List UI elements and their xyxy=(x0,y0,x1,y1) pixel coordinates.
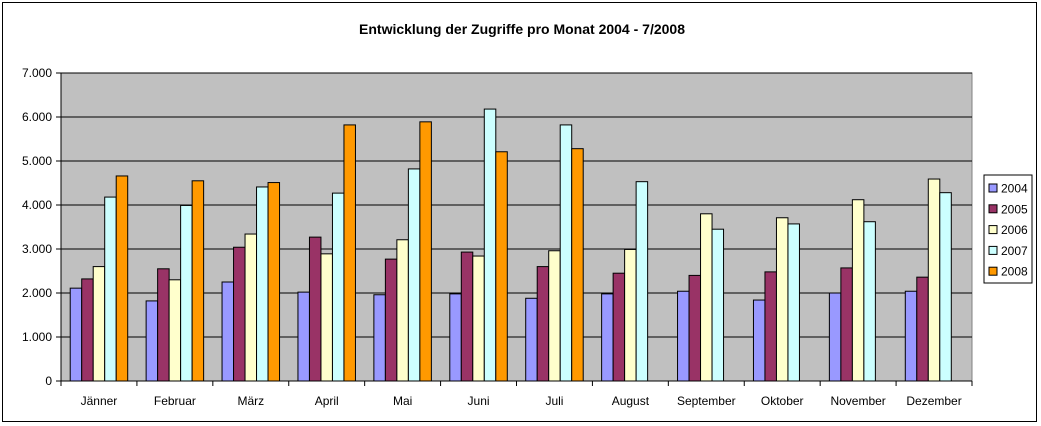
bar-2007-Juni xyxy=(483,108,497,382)
bar-2006-Jänner xyxy=(92,266,106,382)
bar-2007-Jänner xyxy=(104,196,117,382)
legend-label-2006: 2006 xyxy=(1001,223,1028,237)
bar-2004-April xyxy=(297,291,310,382)
x-tick-label: November xyxy=(830,394,885,408)
x-tick-label: März xyxy=(237,394,264,408)
bar-2007-Mai xyxy=(407,168,421,382)
x-tick-label: Februar xyxy=(154,394,196,408)
bar-2006-April xyxy=(320,253,333,382)
bar-2006-März xyxy=(244,233,258,382)
bar-2008-März xyxy=(267,182,281,382)
bar-2004-Juni xyxy=(449,293,462,382)
bar-2006-Mai xyxy=(396,239,409,382)
bar-2004-Juli xyxy=(525,297,538,382)
bar-2008-Juli xyxy=(571,148,584,382)
bar-2005-Juni xyxy=(460,251,474,382)
x-tick-label: September xyxy=(677,394,736,408)
bar-2007-August xyxy=(635,181,649,382)
plot-background xyxy=(60,72,973,382)
bar-2008-Februar xyxy=(191,180,205,382)
y-tick-label: 3.000 xyxy=(22,242,52,256)
bar-2005-April xyxy=(308,236,322,382)
bar-2008-April xyxy=(343,124,356,382)
legend-label-2008: 2008 xyxy=(1001,265,1028,279)
legend: 2004 2005 2006 2007 2008 xyxy=(983,174,1033,284)
bar-2006-August xyxy=(624,248,637,382)
plot-area: 0 1.000 2.000 3.000 4.000 5.000 6.000 7.000 Jänn… xyxy=(22,66,973,408)
bar-2004-Jänner xyxy=(69,287,83,382)
bar-2006-September xyxy=(700,213,713,382)
y-tick-label: 6.000 xyxy=(22,110,52,124)
bar-2004-Februar xyxy=(145,300,159,382)
legend-swatch-2006 xyxy=(988,225,998,235)
bar-2008-Juni xyxy=(495,151,508,382)
bar-2007-Dezember xyxy=(939,192,952,382)
x-tick-label: Dezember xyxy=(906,394,961,408)
y-tick-label: 5.000 xyxy=(22,154,52,168)
bar-2007-September xyxy=(711,228,725,382)
x-tick-label: April xyxy=(315,394,339,408)
legend-label-2007: 2007 xyxy=(1001,244,1028,258)
bar-2006-Oktober xyxy=(775,217,789,382)
x-tick-label: Juli xyxy=(545,394,563,408)
x-tick-label: Juni xyxy=(468,394,490,408)
bar-2008-Mai xyxy=(419,121,432,382)
chart-title: Entwicklung der Zugriffe pro Monat 2004 … xyxy=(359,21,685,37)
bar-2005-Juli xyxy=(536,266,550,382)
bar-2004-Mai xyxy=(373,294,386,382)
x-tick-label: August xyxy=(612,394,650,408)
bar-2005-Dezember xyxy=(916,276,929,382)
bar-2005-November xyxy=(840,267,853,382)
bar-2007-Juli xyxy=(559,124,573,382)
legend-swatch-2005 xyxy=(988,204,998,214)
bar-2007-November xyxy=(863,221,876,382)
legend-label-2004: 2004 xyxy=(1001,182,1028,196)
bar-2005-März xyxy=(233,246,246,382)
bar-2007-Oktober xyxy=(787,223,800,382)
bar-2004-Dezember xyxy=(904,290,918,382)
bar-2007-Februar xyxy=(180,204,193,382)
legend-swatch-2007 xyxy=(988,245,998,255)
bar-2006-Februar xyxy=(168,279,182,382)
x-tick-label: Oktober xyxy=(761,394,804,408)
bar-2005-September xyxy=(688,274,702,382)
bar-2006-November xyxy=(851,199,865,382)
bar-2006-Dezember xyxy=(927,178,941,382)
bar-2005-Mai xyxy=(384,258,398,382)
bar-2005-Oktober xyxy=(764,271,777,382)
bar-2006-Juni xyxy=(472,255,485,382)
bar-2004-August xyxy=(601,293,614,382)
y-tick-label: 0 xyxy=(45,374,52,388)
bar-2004-Oktober xyxy=(752,299,766,382)
y-tick-label: 4.000 xyxy=(22,198,52,212)
y-tick-label: 1.000 xyxy=(22,330,52,344)
bar-chart: Entwicklung der Zugriffe pro Monat 2004 … xyxy=(22,21,1033,408)
legend-label-2005: 2005 xyxy=(1001,202,1028,216)
y-tick-label: 2.000 xyxy=(22,286,52,300)
bar-2004-März xyxy=(221,281,235,382)
bar-2004-September xyxy=(677,290,690,382)
bar-2005-Jänner xyxy=(81,278,94,382)
y-tick-label: 7.000 xyxy=(22,66,52,80)
x-tick-label: Mai xyxy=(393,394,412,408)
legend-swatch-2008 xyxy=(988,266,998,276)
bar-2005-Februar xyxy=(157,268,170,382)
bar-2004-November xyxy=(828,292,842,382)
bar-2008-Jänner xyxy=(115,175,129,382)
bar-2007-März xyxy=(256,186,269,382)
bar-2005-August xyxy=(612,272,626,382)
legend-swatch-2004 xyxy=(988,183,998,193)
bar-2007-April xyxy=(331,192,345,382)
x-tick-label: Jänner xyxy=(81,394,118,408)
bar-2006-Juli xyxy=(548,250,561,382)
